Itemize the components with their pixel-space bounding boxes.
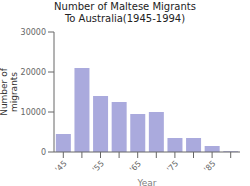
svg-text:10000: 10000 bbox=[21, 108, 46, 117]
svg-text:'45: '45 bbox=[54, 159, 69, 174]
svg-text:'55: '55 bbox=[91, 159, 106, 174]
svg-text:30000: 30000 bbox=[21, 28, 46, 37]
svg-text:Year: Year bbox=[136, 178, 156, 186]
svg-text:'65: '65 bbox=[128, 159, 143, 174]
html-text:To Australia(1945-1994): To Australia(1945-1994) bbox=[64, 13, 186, 24]
svg-text:Number ofmigrants: Number ofmigrants bbox=[8, 67, 19, 116]
svg-text:'85: '85 bbox=[202, 159, 217, 174]
svg-text:20000: 20000 bbox=[21, 68, 46, 77]
svg-text:'75: '75 bbox=[165, 159, 180, 174]
svg-text:0: 0 bbox=[41, 148, 46, 157]
html-text:Number of Maltese Migrants: Number of Maltese Migrants bbox=[54, 1, 196, 12]
